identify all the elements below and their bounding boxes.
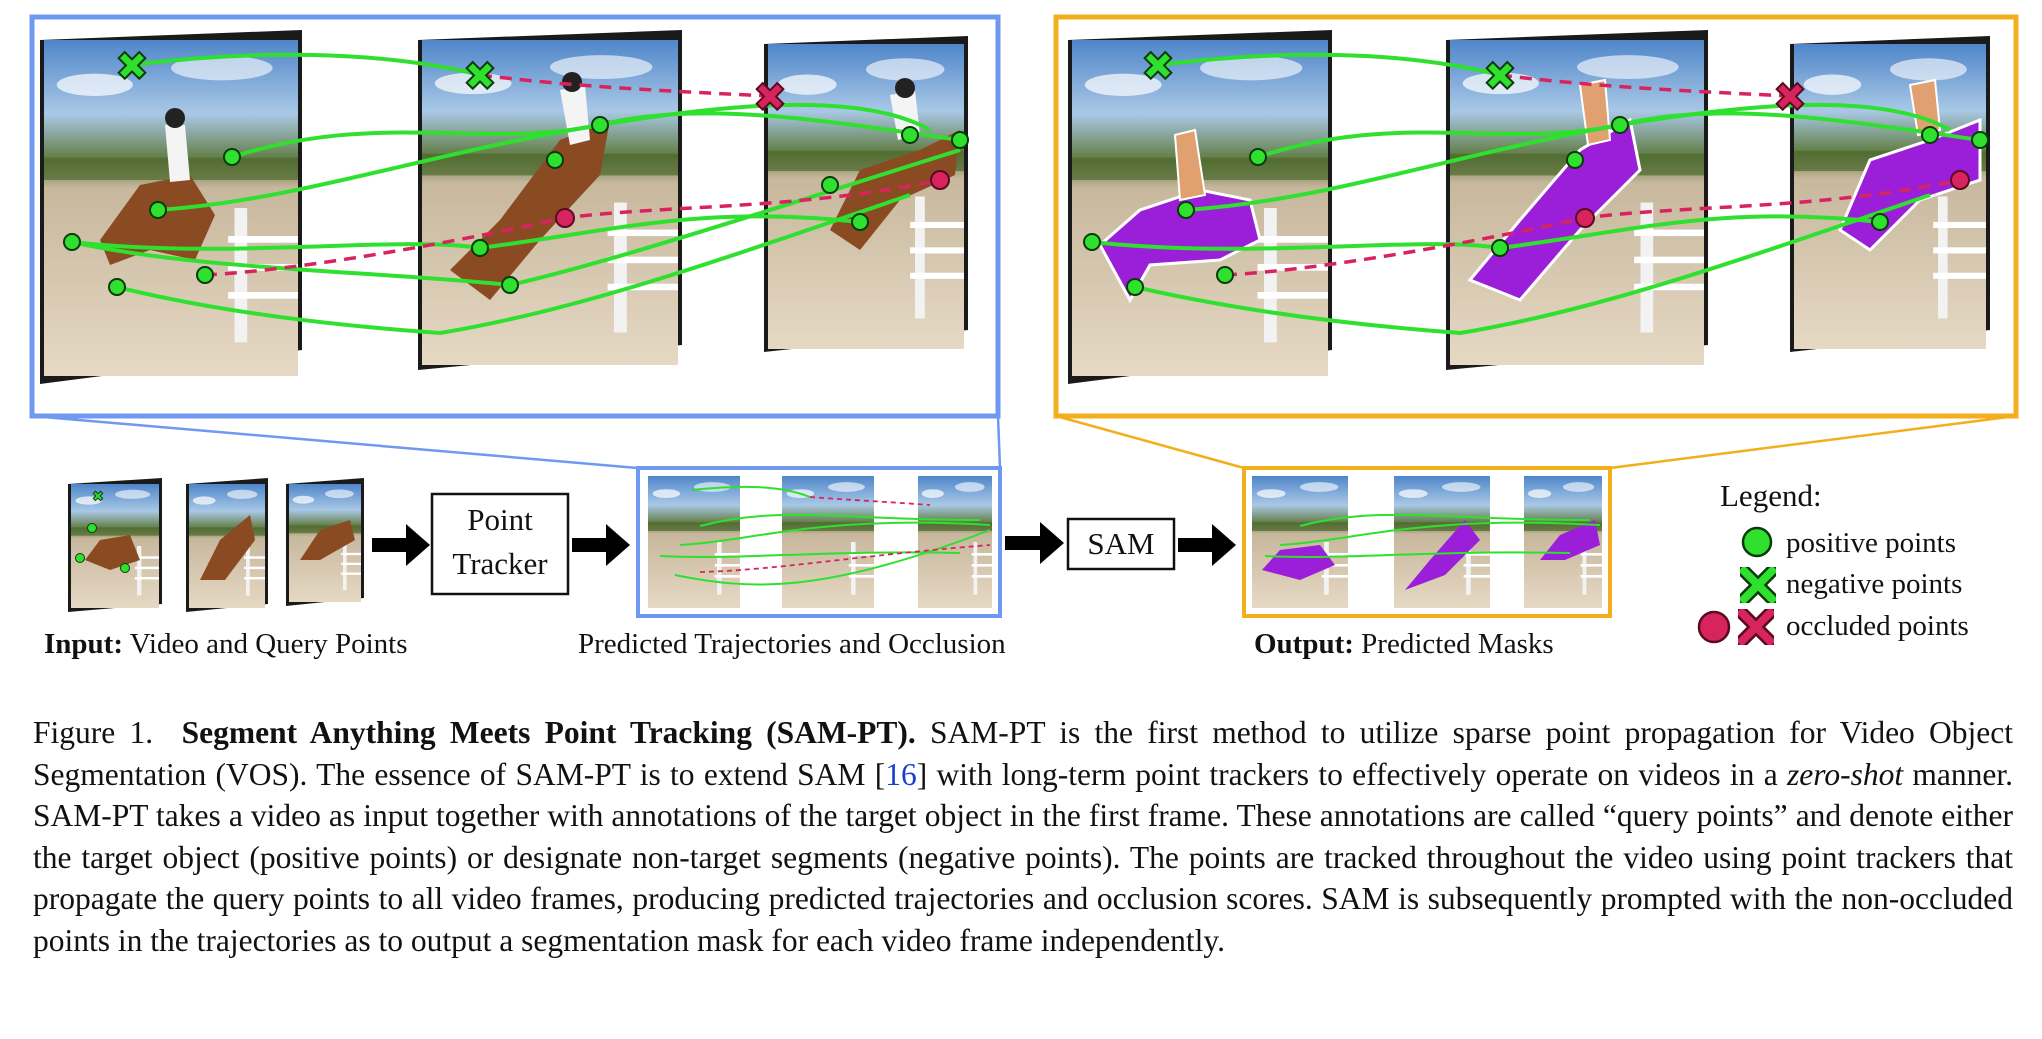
- caption-text-3: manner. SAM-PT takes a video as input to…: [33, 756, 2014, 958]
- sam-label: SAM: [1068, 525, 1174, 563]
- legend-occluded-circle-icon: [1697, 610, 1731, 644]
- legend-occluded: occluded points: [1786, 610, 1969, 642]
- output-points: ✖ ✖ ✖: [1083, 43, 1989, 296]
- legend-negative: negative points: [1786, 568, 1963, 600]
- trajectories-label: Predicted Trajectories and Occlusion: [578, 628, 1006, 661]
- trajectory-detail-box: [29, 14, 1001, 419]
- output-label-rest: Predicted Masks: [1353, 628, 1554, 660]
- figure-caption: Figure 1. Segment Anything Meets Point T…: [33, 712, 2013, 961]
- svg-text:✖: ✖: [753, 75, 787, 121]
- input-frames: ✖: [68, 478, 364, 612]
- input-label-rest: Video and Query Points: [123, 628, 408, 660]
- svg-text:✖: ✖: [115, 44, 149, 90]
- legend-positive-icon: [1741, 526, 1773, 558]
- legend-positive: positive points: [1786, 527, 1956, 559]
- trajectories-text: Predicted Trajectories and Occlusion: [578, 628, 1006, 660]
- detail-frame-2: [418, 30, 682, 370]
- svg-text:✖: ✖: [1773, 75, 1807, 121]
- svg-text:✖: ✖: [92, 489, 104, 505]
- tracker-line-2: Tracker: [452, 546, 548, 581]
- caption-text-1: SAM-PT is the first method to utilize sp…: [33, 715, 2014, 792]
- detail-points: ✖ ✖ ✖: [63, 43, 969, 296]
- point-tracker-box: [430, 492, 570, 596]
- caption-figure-number: Figure 1.: [33, 715, 154, 750]
- point-tracker-label: Point Tracker: [432, 498, 568, 590]
- caption-title: Segment Anything Meets Point Tracking (S…: [181, 715, 916, 750]
- input-label-bold: Input:: [44, 628, 123, 660]
- zoom-connector-right: [1055, 414, 1245, 470]
- zoom-connector-right2: [1609, 414, 2017, 470]
- sam-box: [1066, 517, 1176, 571]
- legend-occluded-cross-icon: [1738, 609, 1774, 645]
- legend-negative-icon: [1740, 567, 1776, 603]
- legend-title: Legend:: [1720, 478, 1822, 513]
- caption-italic: zero-shot: [1787, 756, 1904, 792]
- zoom-connector-left2: [996, 415, 1002, 469]
- zoom-connector-left: [31, 414, 639, 470]
- trajectory-thumb: [648, 476, 992, 608]
- tracker-line-1: Point: [467, 502, 533, 537]
- output-thumb: [1252, 476, 1602, 608]
- sam-pt-pipeline-figure: ✖ ✖ ✖: [29, 14, 2019, 618]
- pipeline-arrows: [372, 522, 1236, 566]
- output-label-bold: Output:: [1254, 628, 1354, 660]
- caption-citation-link[interactable]: 16: [885, 756, 917, 792]
- output-detail-box: [1053, 14, 2019, 419]
- svg-text:✖: ✖: [1141, 44, 1175, 90]
- svg-text:✖: ✖: [463, 54, 497, 100]
- svg-text:✖: ✖: [1483, 54, 1517, 100]
- input-label: Input: Video and Query Points: [44, 628, 407, 661]
- sam-text: SAM: [1087, 526, 1155, 561]
- caption-text-2: ] with long-term point trackers to effec…: [916, 756, 1788, 792]
- output-label: Output: Predicted Masks: [1254, 628, 1554, 661]
